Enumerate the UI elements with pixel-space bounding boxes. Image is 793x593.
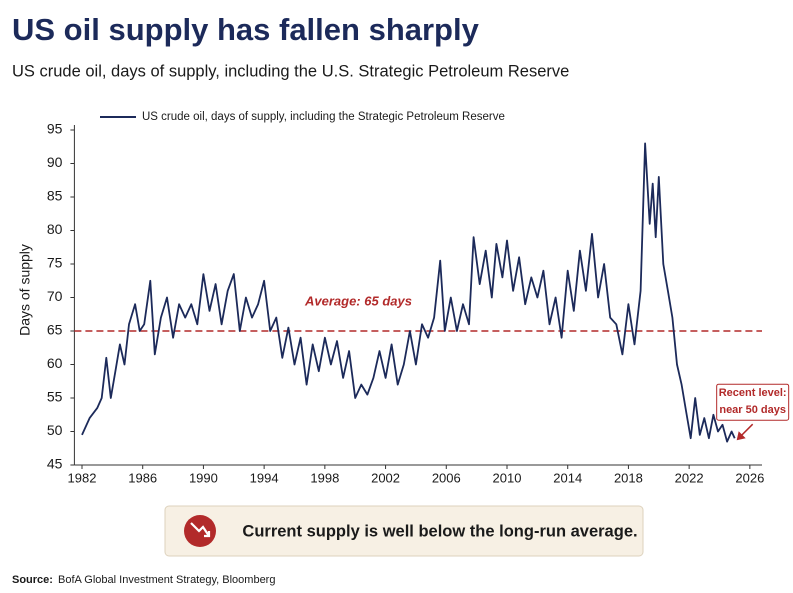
callout-icon-arrow: [190, 522, 211, 538]
chart-subtitle: US crude oil, days of supply, including …: [12, 62, 569, 80]
y-tick-label: 95: [47, 121, 63, 137]
x-tick-label: 2006: [432, 470, 461, 485]
y-tick-label: 75: [47, 255, 63, 271]
source-label: Source:: [12, 574, 53, 586]
y-tick-label: 55: [47, 389, 63, 405]
callout-box: [164, 505, 644, 557]
x-tick-label: 2014: [553, 470, 582, 485]
x-tick-label: 1998: [310, 470, 339, 485]
x-tick-label: 1982: [68, 470, 97, 485]
average-label: Average: 65 days: [304, 293, 412, 308]
chart-title: US oil supply has fallen sharply: [12, 12, 480, 47]
x-tick-label: 1990: [189, 470, 218, 485]
source-text: BofA Global Investment Strategy, Bloombe…: [58, 574, 275, 586]
y-tick-label: 90: [47, 154, 63, 170]
x-tick-label: 1994: [250, 470, 279, 485]
y-tick-label: 85: [47, 188, 63, 204]
annotation-arrowhead: [736, 431, 746, 441]
x-tick-label: 2002: [371, 470, 400, 485]
x-tick-label: 2010: [493, 470, 522, 485]
y-tick-label: 65: [47, 322, 63, 338]
y-tick-label: 60: [47, 355, 63, 371]
y-tick-label: 45: [47, 456, 63, 472]
callout-text: Current supply is well below the long-ru…: [242, 522, 637, 540]
annotation-text: near 50 days: [719, 404, 786, 416]
y-tick-label: 70: [47, 288, 63, 304]
x-tick-label: 2022: [675, 470, 704, 485]
annotation-text: Recent level:: [719, 387, 787, 399]
y-tick-label: 50: [47, 422, 63, 438]
data-line: [81, 142, 736, 443]
x-tick-label: 1986: [128, 470, 157, 485]
legend-label: US crude oil, days of supply, including …: [142, 111, 505, 123]
y-tick-label: 80: [47, 221, 63, 237]
x-tick-label: 2026: [735, 470, 764, 485]
annotation-box: [716, 383, 790, 421]
x-tick-label: 2018: [614, 470, 643, 485]
y-axis-label: Days of supply: [17, 244, 33, 336]
